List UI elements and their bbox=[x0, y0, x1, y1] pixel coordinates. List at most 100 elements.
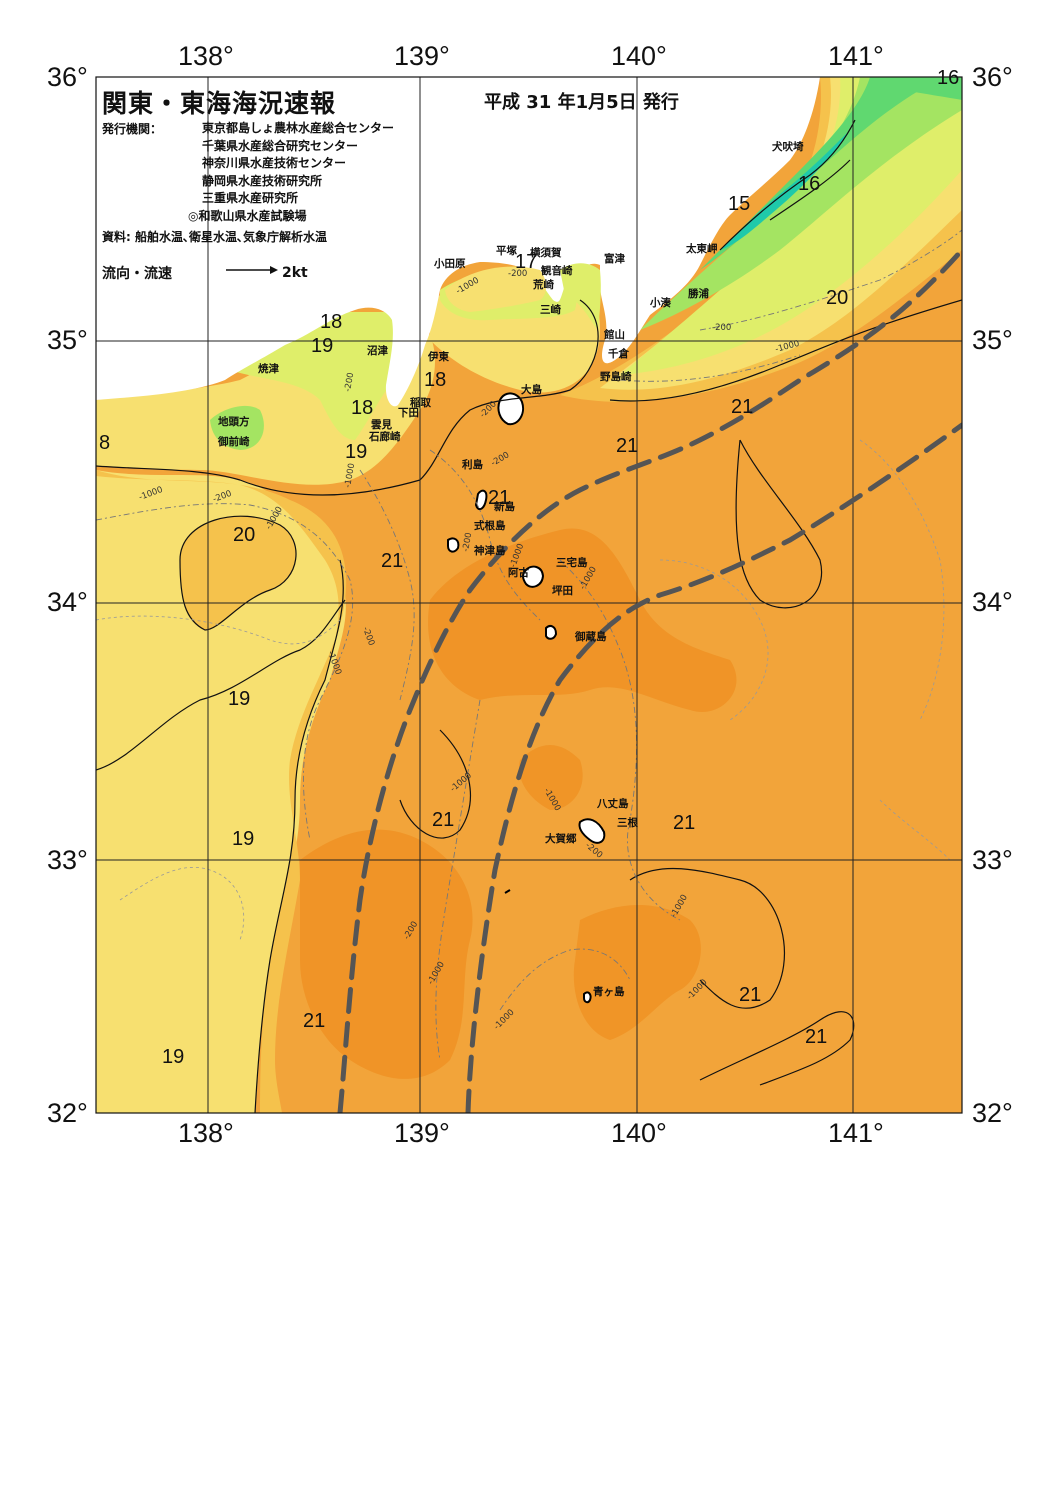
temp-label: 18 bbox=[351, 397, 373, 419]
island-miyakejima bbox=[522, 565, 545, 588]
place-tateyama: 館山 bbox=[603, 328, 625, 341]
lat-label-32: 32° bbox=[47, 1098, 88, 1128]
lat-label-34: 34° bbox=[47, 587, 88, 617]
sea-17-zone-north bbox=[640, 77, 962, 330]
flow-legend-arrowhead bbox=[270, 266, 278, 274]
lon-label-141-bottom: 141° bbox=[828, 1118, 884, 1148]
kuroshio-path-inner bbox=[337, 247, 962, 1113]
issuer-list: 東京都島しょ農林水産総合センター 千葉県水産総合研究センター 神奈川県水産技術セ… bbox=[188, 120, 394, 225]
place-labels: 犬吠埼 太東岬 勝浦 小湊 富津 館山 千倉 野島崎 横須賀 観音崎 荒崎 三崎… bbox=[217, 140, 804, 998]
lat-label-36: 36° bbox=[47, 62, 88, 92]
sagami-bay-inner bbox=[445, 266, 546, 312]
place-yaizu: 焼津 bbox=[258, 362, 279, 375]
place-taitomisaki: 太東岬 bbox=[685, 242, 718, 255]
place-okago: 大賀郷 bbox=[545, 832, 577, 845]
place-nojimazaki: 野島崎 bbox=[600, 370, 632, 383]
temp-label: 19 bbox=[345, 441, 367, 463]
temp-label: 21 bbox=[616, 435, 638, 457]
kuroshio-axes bbox=[337, 247, 962, 1113]
issuer-item: 千葉県水産総合研究センター bbox=[202, 138, 359, 153]
island-hachijojima bbox=[578, 818, 606, 844]
place-hachijojima: 八丈島 bbox=[596, 797, 629, 810]
lon-label-139: 139° bbox=[394, 41, 450, 71]
temp-label: 19 bbox=[232, 828, 254, 850]
sea-warm-patch-1 bbox=[428, 528, 737, 712]
island-niijima bbox=[474, 489, 488, 511]
place-futtsu: 富津 bbox=[604, 252, 625, 265]
temp-label: 21 bbox=[488, 487, 510, 509]
temp-label: 21 bbox=[739, 984, 761, 1006]
depth-label: -200 bbox=[461, 532, 474, 553]
map-border bbox=[95, 76, 963, 1114]
lon-label-141: 141° bbox=[828, 41, 884, 71]
sea-20-zone-west bbox=[96, 470, 347, 1113]
minor-contours bbox=[96, 439, 951, 941]
lon-label-138-bottom: 138° bbox=[178, 1118, 234, 1148]
place-arasaki: 荒崎 bbox=[532, 278, 554, 291]
temp-label: 15 bbox=[728, 193, 750, 215]
place-mitsune: 三根 bbox=[617, 816, 638, 829]
temp-label: 21 bbox=[303, 1010, 325, 1032]
temp-label: 17 bbox=[515, 251, 537, 273]
place-miyakejima: 三宅島 bbox=[556, 556, 588, 569]
temp-label: 18 bbox=[424, 369, 446, 391]
graticule bbox=[96, 77, 962, 1113]
lat-label-36-right: 36° bbox=[972, 62, 1013, 92]
place-misaki: 三崎 bbox=[540, 303, 561, 316]
island-mikurajima bbox=[545, 625, 558, 640]
place-toshima: 利島 bbox=[462, 458, 483, 471]
temp-label: 16 bbox=[937, 67, 959, 89]
place-jitogata: 地頭方 bbox=[218, 415, 250, 428]
lat-label-34-right: 34° bbox=[972, 587, 1013, 617]
depth-label: -1000 bbox=[343, 462, 357, 488]
issue-date: 平成 31 年1月5日 発行 bbox=[484, 92, 679, 113]
place-ito: 伊東 bbox=[427, 350, 449, 363]
tokyo-bay bbox=[560, 263, 601, 330]
temp-label: 19 bbox=[311, 335, 333, 357]
island-kozushima bbox=[447, 537, 460, 553]
place-aogashima: 青ヶ島 bbox=[593, 985, 625, 998]
place-katsuura: 勝浦 bbox=[688, 287, 709, 300]
place-omaezaki: 御前崎 bbox=[217, 435, 250, 448]
depth-contours bbox=[96, 229, 962, 1061]
lon-label-140-bottom: 140° bbox=[611, 1118, 667, 1148]
kuroshio-path-outer bbox=[465, 422, 962, 1113]
map-area bbox=[96, 77, 962, 1113]
map-title: 関東・東海海況速報 bbox=[102, 89, 337, 118]
place-ako: 阿古 bbox=[508, 566, 529, 579]
temp-label: 20 bbox=[826, 287, 848, 309]
sea-17-zone-coast bbox=[210, 405, 264, 450]
sea-19-zone-west bbox=[96, 470, 346, 1113]
title-block: 関東・東海海況速報 bbox=[102, 84, 336, 120]
place-kominato: 小湊 bbox=[649, 296, 671, 309]
place-oshima: 大島 bbox=[521, 383, 542, 396]
place-tsubota: 坪田 bbox=[552, 584, 573, 597]
issuer-item: ◎和歌山県水産試験場 bbox=[188, 208, 307, 223]
lon-label-139-bottom: 139° bbox=[394, 1118, 450, 1148]
temp-label: 21 bbox=[432, 809, 454, 831]
flow-legend-label: 流向・流速 bbox=[102, 266, 172, 282]
place-kannonzaki: 観音崎 bbox=[541, 264, 573, 277]
lon-label-138: 138° bbox=[178, 41, 234, 71]
isotherms bbox=[96, 119, 962, 1113]
place-shikinejima: 式根島 bbox=[474, 519, 506, 532]
temperature-labels: 16 16 15 17 18 19 18 18 19 20 20 21 21 2… bbox=[99, 67, 959, 1068]
place-kumomi: 雲見 bbox=[371, 419, 392, 431]
temp-label: 21 bbox=[805, 1026, 827, 1048]
issuer-item: 静岡県水産技術研究所 bbox=[202, 173, 323, 188]
issuer-item: 東京都島しょ農林水産総合センター bbox=[202, 121, 395, 135]
place-shimoda: 下田 bbox=[398, 407, 419, 419]
place-kozushima: 神津島 bbox=[474, 544, 506, 557]
issuer-item: 三重県水産研究所 bbox=[202, 191, 299, 205]
temp-label: 21 bbox=[731, 396, 753, 418]
current-arrow bbox=[504, 889, 511, 894]
temp-label: 18 bbox=[320, 311, 342, 333]
depth-label: -200 bbox=[712, 323, 731, 333]
island-aogashima bbox=[583, 991, 592, 1004]
temp-label: 21 bbox=[381, 550, 403, 572]
temp-label: 8 bbox=[99, 432, 110, 454]
place-inatori: 稲取 bbox=[410, 396, 431, 409]
place-chikura: 千倉 bbox=[608, 347, 629, 360]
place-mikurajima: 御蔵島 bbox=[574, 630, 607, 643]
